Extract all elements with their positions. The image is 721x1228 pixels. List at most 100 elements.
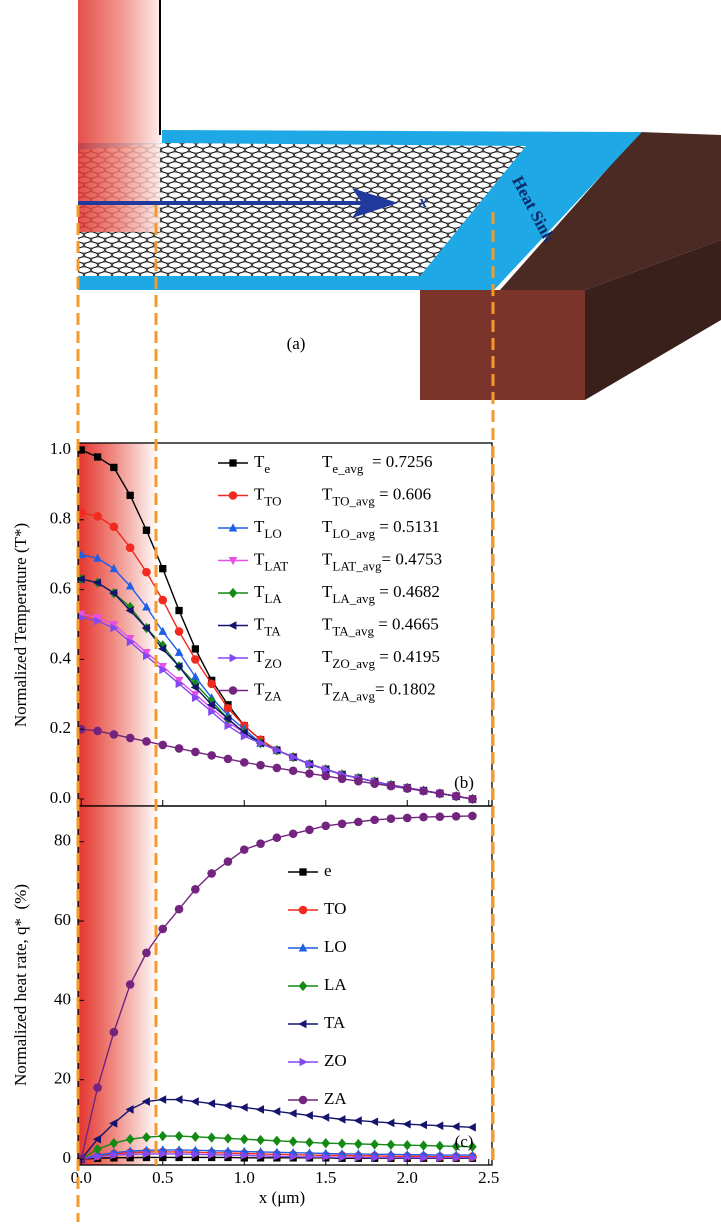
marker <box>230 654 238 663</box>
figure: x Heat Sink (a) TeTTOTLOTLATTLATTATZOTZA… <box>0 0 721 1228</box>
marker <box>354 777 363 786</box>
marker <box>229 686 238 695</box>
marker <box>175 627 184 636</box>
marker <box>240 845 249 854</box>
marker <box>289 1136 298 1146</box>
marker <box>191 1097 199 1106</box>
marker <box>191 655 200 664</box>
legend-label: TZO <box>254 647 282 672</box>
marker <box>207 1099 215 1108</box>
marker <box>158 1131 167 1141</box>
legend-label: TLO <box>254 517 282 542</box>
marker <box>305 769 314 778</box>
y-tick-label: 1.0 <box>50 439 71 458</box>
y-tick-label: 20 <box>54 1069 71 1088</box>
y-axis-label: Normalized Temperature (T*) <box>11 523 30 727</box>
marker <box>191 885 200 894</box>
marker <box>370 816 379 825</box>
legend-label: TTO <box>254 484 282 509</box>
marker <box>289 829 298 838</box>
x-tick-label: 2.5 <box>478 1168 499 1187</box>
marker <box>403 1140 412 1150</box>
y-tick-label: 0.4 <box>50 648 72 667</box>
legend-label: TZA <box>254 679 282 704</box>
marker <box>321 1113 329 1122</box>
marker <box>126 543 135 552</box>
marker <box>321 772 330 781</box>
marker <box>370 1117 378 1126</box>
marker <box>419 1140 428 1150</box>
annotation: TZA_avg= 0.1802 <box>322 679 436 704</box>
x-tick-label: 2.0 <box>397 1168 418 1187</box>
marker <box>229 588 238 598</box>
legend-label: LO <box>324 937 347 956</box>
legend-label: e <box>324 861 332 880</box>
marker <box>240 1103 248 1112</box>
marker <box>370 1139 379 1149</box>
marker <box>126 980 135 989</box>
marker <box>110 522 119 531</box>
marker <box>321 822 330 831</box>
legend-label: TO <box>324 899 346 918</box>
x-tick-label: 0.0 <box>71 1168 92 1187</box>
marker <box>299 1096 308 1105</box>
marker <box>272 1107 280 1116</box>
marker <box>142 948 151 957</box>
marker <box>158 1095 166 1104</box>
marker <box>354 1139 363 1149</box>
marker <box>127 492 134 499</box>
marker <box>159 565 166 572</box>
legend-label: LA <box>324 975 347 994</box>
heated-region <box>78 806 158 1165</box>
annotation: TTA_avg = 0.4665 <box>322 614 439 639</box>
marker <box>207 751 216 760</box>
marker <box>419 787 428 796</box>
marker <box>256 839 265 848</box>
marker <box>158 741 167 750</box>
annotation: TLAT_avg= 0.4753 <box>322 549 442 574</box>
heat-sink-front <box>420 290 585 400</box>
laser-beam <box>78 0 160 232</box>
marker <box>93 727 102 736</box>
legend-label: Te <box>254 452 270 477</box>
marker <box>228 621 236 630</box>
marker <box>175 744 184 753</box>
legend-label: TTA <box>254 614 281 639</box>
marker <box>240 758 249 767</box>
marker <box>175 1131 184 1141</box>
y-tick-label: 0.6 <box>50 579 71 598</box>
marker <box>207 1132 216 1142</box>
legend-label: TA <box>324 1013 346 1032</box>
marker <box>256 761 265 770</box>
marker <box>142 568 151 577</box>
marker <box>229 491 238 500</box>
marker <box>126 734 135 743</box>
marker <box>452 812 461 821</box>
marker <box>175 905 184 914</box>
marker <box>143 527 150 534</box>
marker <box>387 814 396 823</box>
marker <box>403 1120 411 1129</box>
y-tick-label: 0.0 <box>50 788 71 807</box>
legend-label: TLAT <box>254 549 288 574</box>
marker <box>175 607 182 614</box>
x-tick-label: 0.5 <box>152 1168 173 1187</box>
marker <box>305 826 314 835</box>
marker <box>93 1083 102 1092</box>
marker <box>305 1137 314 1147</box>
marker <box>273 764 282 773</box>
legend-label: ZA <box>324 1089 347 1108</box>
marker <box>192 645 199 652</box>
marker <box>468 1123 476 1132</box>
marker <box>403 814 412 823</box>
marker <box>452 792 461 801</box>
marker <box>451 1122 459 1131</box>
marker <box>273 1136 282 1146</box>
annotation: TLO_avg = 0.5131 <box>322 517 440 542</box>
marker <box>256 1105 264 1114</box>
marker <box>174 1095 182 1104</box>
marker <box>110 464 117 471</box>
marker <box>468 812 477 821</box>
x-axis-label: x (μm) <box>259 1188 305 1207</box>
marker <box>338 774 347 783</box>
